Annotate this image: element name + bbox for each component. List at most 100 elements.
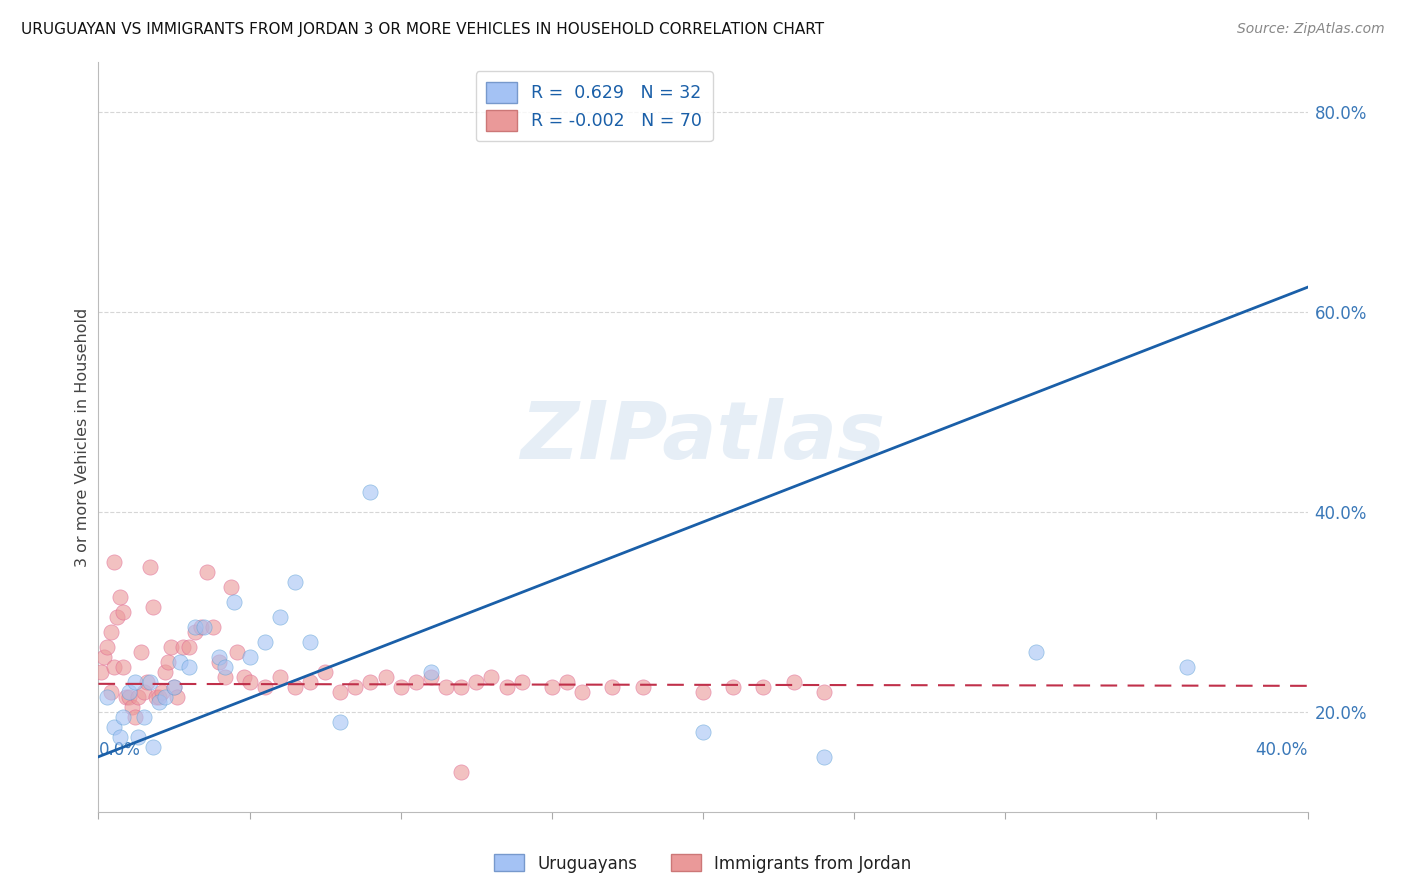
- Point: [269, 610, 291, 624]
- Point: [148, 690, 170, 704]
- Point: [692, 685, 714, 699]
- Point: [783, 674, 806, 689]
- Point: [142, 739, 165, 754]
- Point: [465, 674, 488, 689]
- Point: [127, 690, 149, 704]
- Point: [96, 690, 118, 704]
- Point: [163, 680, 186, 694]
- Text: Source: ZipAtlas.com: Source: ZipAtlas.com: [1237, 22, 1385, 37]
- Point: [208, 655, 231, 669]
- Point: [360, 674, 382, 689]
- Point: [124, 674, 146, 689]
- Legend: R =  0.629   N = 32, R = -0.002   N = 70: R = 0.629 N = 32, R = -0.002 N = 70: [475, 71, 713, 141]
- Point: [1175, 660, 1198, 674]
- Point: [145, 690, 167, 704]
- Y-axis label: 3 or more Vehicles in Household: 3 or more Vehicles in Household: [75, 308, 90, 566]
- Point: [510, 674, 533, 689]
- Point: [571, 685, 593, 699]
- Point: [111, 605, 134, 619]
- Point: [195, 565, 218, 579]
- Point: [555, 674, 578, 689]
- Point: [232, 670, 254, 684]
- Point: [172, 640, 194, 654]
- Point: [129, 645, 152, 659]
- Point: [329, 685, 352, 699]
- Point: [813, 685, 835, 699]
- Point: [90, 665, 112, 679]
- Point: [495, 680, 517, 694]
- Point: [105, 610, 128, 624]
- Point: [450, 764, 472, 779]
- Point: [114, 690, 136, 704]
- Point: [153, 665, 176, 679]
- Text: 40.0%: 40.0%: [1256, 740, 1308, 758]
- Point: [540, 680, 562, 694]
- Point: [226, 645, 249, 659]
- Point: [184, 624, 207, 639]
- Point: [132, 710, 155, 724]
- Point: [190, 620, 212, 634]
- Point: [111, 710, 134, 724]
- Point: [208, 649, 231, 664]
- Point: [314, 665, 336, 679]
- Point: [150, 685, 173, 699]
- Point: [100, 624, 122, 639]
- Point: [253, 635, 276, 649]
- Point: [253, 680, 276, 694]
- Point: [434, 680, 457, 694]
- Point: [752, 680, 775, 694]
- Text: 0.0%: 0.0%: [98, 740, 141, 758]
- Point: [100, 685, 122, 699]
- Point: [692, 724, 714, 739]
- Point: [405, 674, 427, 689]
- Point: [118, 690, 141, 704]
- Point: [163, 680, 186, 694]
- Point: [166, 690, 188, 704]
- Point: [108, 590, 131, 604]
- Point: [103, 720, 125, 734]
- Point: [723, 680, 745, 694]
- Point: [160, 640, 183, 654]
- Point: [284, 680, 307, 694]
- Point: [135, 674, 157, 689]
- Point: [96, 640, 118, 654]
- Point: [224, 595, 246, 609]
- Point: [111, 660, 134, 674]
- Point: [142, 599, 165, 614]
- Point: [813, 749, 835, 764]
- Point: [127, 730, 149, 744]
- Point: [602, 680, 624, 694]
- Point: [156, 655, 179, 669]
- Point: [329, 714, 352, 729]
- Point: [169, 655, 191, 669]
- Point: [239, 649, 262, 664]
- Point: [299, 635, 322, 649]
- Point: [193, 620, 215, 634]
- Point: [284, 574, 307, 589]
- Point: [481, 670, 503, 684]
- Point: [139, 560, 162, 574]
- Point: [214, 660, 236, 674]
- Point: [631, 680, 654, 694]
- Point: [420, 665, 443, 679]
- Point: [344, 680, 367, 694]
- Point: [1024, 645, 1046, 659]
- Point: [239, 674, 262, 689]
- Point: [132, 685, 155, 699]
- Point: [299, 674, 322, 689]
- Point: [179, 640, 201, 654]
- Point: [389, 680, 412, 694]
- Point: [179, 660, 201, 674]
- Point: [153, 690, 176, 704]
- Point: [420, 670, 443, 684]
- Point: [269, 670, 291, 684]
- Point: [103, 555, 125, 569]
- Point: [450, 680, 472, 694]
- Point: [118, 685, 141, 699]
- Text: ZIPatlas: ZIPatlas: [520, 398, 886, 476]
- Point: [374, 670, 396, 684]
- Point: [103, 660, 125, 674]
- Point: [184, 620, 207, 634]
- Point: [221, 580, 243, 594]
- Legend: Uruguayans, Immigrants from Jordan: Uruguayans, Immigrants from Jordan: [488, 847, 918, 880]
